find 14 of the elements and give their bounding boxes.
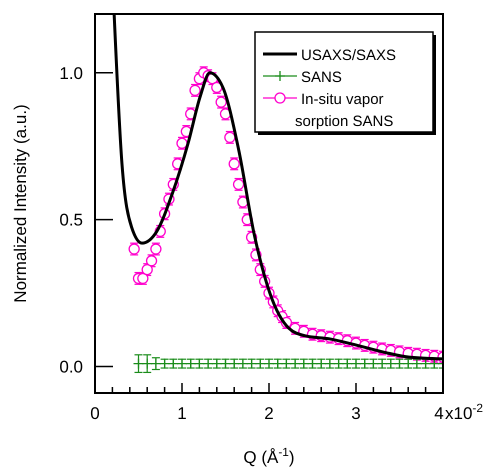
x-tick-label: 0 [90,404,100,423]
legend-label: SANS [301,69,342,86]
y-tick-label: 1.0 [59,64,83,83]
x-tick-label: 1 [177,404,187,423]
y-axis-title: Normalized Intensity (a.u.) [11,104,30,303]
x-tick-label: 3 [351,404,361,423]
legend-label: USAXS/SAXS [301,47,396,64]
y-tick-label: 0.0 [59,358,83,377]
text: x10$^{-2}$ [445,401,484,423]
x-tick-label: 2 [264,404,274,423]
legend-label: In-situ vapor sorption SANS [295,91,394,130]
y-tick-label: 0.5 [59,210,83,230]
x-tick-label: 4 [434,404,444,423]
x-axis-title: Q (Å$^{-1}$) [243,445,295,467]
